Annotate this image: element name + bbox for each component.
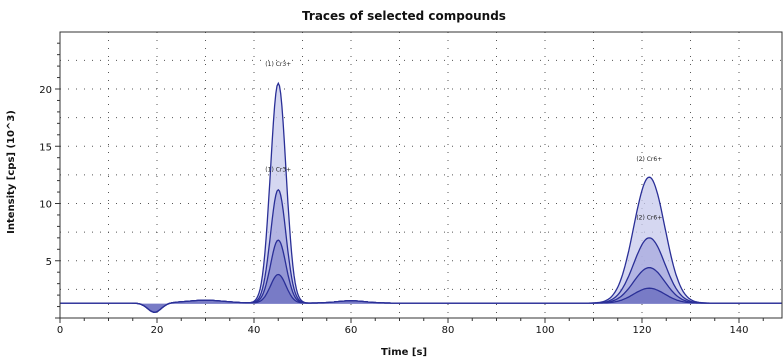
x-tick-label: 20 (151, 325, 164, 336)
annotation-group: (1) Cr3+ (1) Cr3+ (2) Cr6+ (2) Cr6+ (265, 61, 662, 221)
y-tick-label: 10 (39, 200, 52, 211)
axes: 0 20 40 60 80 100 120 140 5 10 15 20 (39, 31, 783, 336)
x-tick-label: 0 (57, 325, 63, 336)
peak-annotation: (1) Cr3+ (265, 166, 291, 173)
y-tick-label: 20 (39, 85, 52, 96)
y-tick-label: 5 (46, 257, 52, 268)
chart-title: Traces of selected compounds (302, 9, 506, 23)
peak-annotation: (1) Cr3+ (265, 61, 291, 68)
series-group (60, 81, 782, 313)
x-tick-label: 60 (345, 325, 358, 336)
y-tick-label: 15 (39, 142, 52, 153)
peak-annotation: (2) Cr6+ (636, 215, 662, 222)
x-tick-label: 140 (729, 325, 748, 336)
x-tick-label: 100 (535, 325, 554, 336)
series-4-trace (60, 273, 782, 313)
peak-annotation: (2) Cr6+ (636, 156, 662, 163)
x-axis-label: Time [s] (381, 347, 427, 358)
grid (59, 32, 782, 318)
x-tick-label: 80 (442, 325, 455, 336)
y-axis-label: Intensity [cps] (10^3) (6, 110, 17, 234)
x-tick-label: 120 (632, 325, 651, 336)
plot-frame (59, 31, 783, 319)
x-tick-label: 40 (248, 325, 261, 336)
